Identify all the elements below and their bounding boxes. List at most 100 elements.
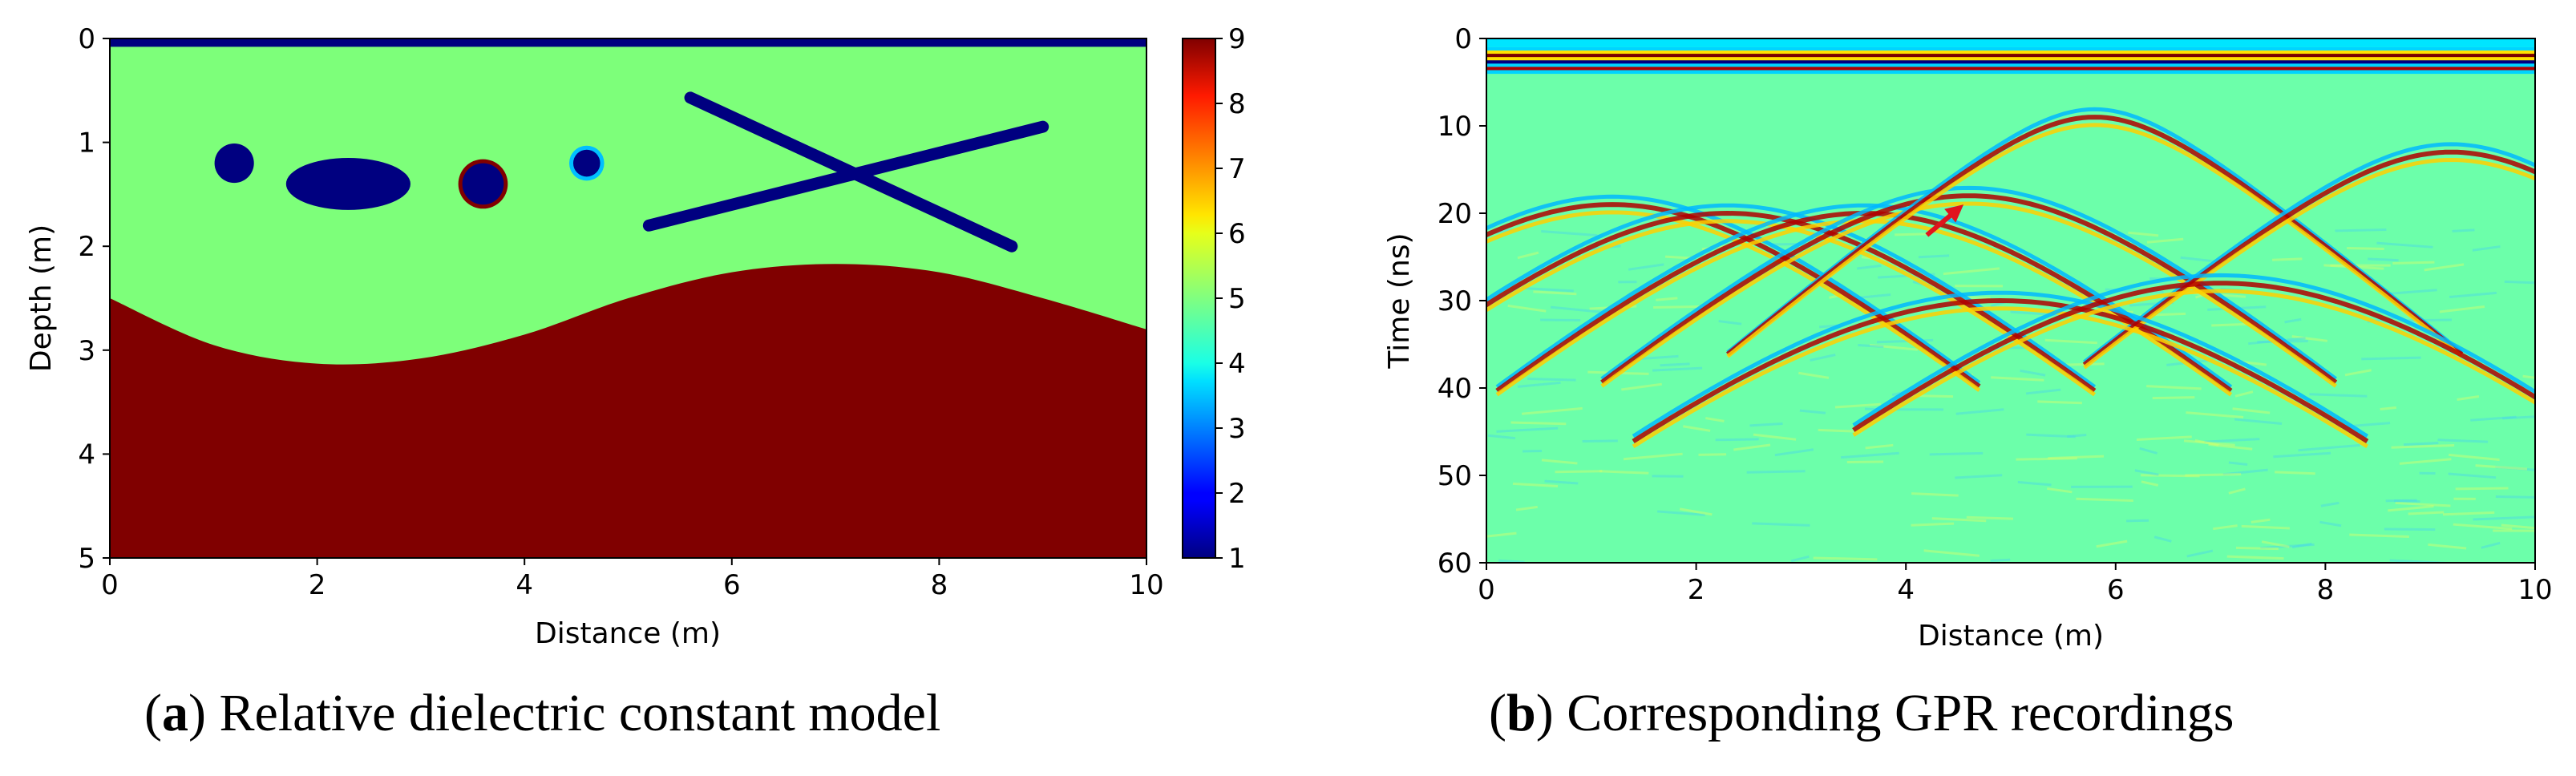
noise-streak bbox=[2320, 501, 2339, 507]
x-tick-label-a: 0 bbox=[101, 569, 119, 601]
hyperbola-7 bbox=[1852, 273, 2535, 427]
y-tick-label-a: 0 bbox=[78, 23, 95, 55]
noise-streak bbox=[2344, 369, 2372, 377]
y-tick-label-a: 1 bbox=[78, 127, 95, 160]
y-tick-label-b: 60 bbox=[1438, 548, 1472, 580]
noise-streak bbox=[2048, 455, 2105, 460]
axes-a: 0 2 4 6 8 10 0 1 2 3 4 5 bbox=[78, 23, 1163, 601]
noise-streak bbox=[2232, 407, 2271, 414]
noise-streak bbox=[1865, 443, 1894, 450]
noise-streak bbox=[2457, 394, 2480, 401]
ring-circle bbox=[462, 163, 504, 205]
noise-streak bbox=[2386, 289, 2437, 296]
noise-streak bbox=[2385, 499, 2417, 503]
noise-streak bbox=[1487, 434, 1516, 440]
noise-streak bbox=[2349, 533, 2409, 539]
noise-streak bbox=[2186, 411, 2244, 418]
noise-streak bbox=[2402, 318, 2453, 322]
noise-streak bbox=[1521, 286, 1574, 293]
hyperbola-0 bbox=[1486, 194, 1981, 385]
noise-streak bbox=[1486, 531, 1517, 538]
noise-streak bbox=[2335, 228, 2387, 232]
plot-frame-a bbox=[109, 38, 1147, 559]
noise-streak bbox=[1746, 470, 1806, 474]
noise-streak bbox=[1507, 304, 1547, 313]
noise-streak bbox=[2234, 418, 2283, 425]
noise-streak bbox=[2044, 338, 2097, 345]
circle-1 bbox=[214, 143, 254, 184]
noise-streak bbox=[2208, 443, 2253, 451]
noise-streak bbox=[1955, 408, 2004, 415]
noise-streak bbox=[1774, 448, 1814, 457]
panel-b-gpr-recordings: 0 2 4 6 8 10 0 10 20 30 40 50 60 Distance (m) Time (… bbox=[1383, 23, 2553, 653]
colorbar-tick-label: 4 bbox=[1228, 348, 1246, 380]
noise-streak bbox=[1918, 254, 1950, 259]
noise-streak bbox=[2408, 511, 2445, 515]
x-tick-label-b: 4 bbox=[1897, 574, 1915, 606]
direct-wave bbox=[1486, 38, 2535, 75]
noise-streak bbox=[2449, 291, 2497, 298]
noise-streak bbox=[1640, 354, 1679, 360]
noise-streak bbox=[1943, 267, 2000, 276]
noise-streak bbox=[2204, 438, 2260, 443]
noise-streak bbox=[1628, 263, 1664, 271]
direct-wave-top bbox=[1486, 38, 2535, 47]
noise-streak bbox=[2228, 487, 2246, 495]
noise-streak bbox=[2272, 257, 2303, 261]
noise-streak bbox=[1955, 474, 2003, 479]
noise-streak bbox=[2226, 555, 2284, 560]
hyperbola-1 bbox=[1486, 210, 2097, 393]
noise-streak bbox=[1991, 376, 2044, 382]
noise-streak bbox=[2025, 388, 2061, 395]
colorbar-tick-label: 7 bbox=[1228, 153, 1246, 185]
hyperbola-0 bbox=[1486, 210, 1981, 392]
y-tick-label-b: 40 bbox=[1438, 373, 1472, 405]
noise-streak bbox=[1623, 452, 1683, 461]
caption-a: (a) Relative dielectric constant model bbox=[144, 684, 941, 742]
noise-streak bbox=[2428, 543, 2467, 550]
y-tick-label-b: 30 bbox=[1438, 285, 1472, 317]
noise-streak bbox=[2234, 390, 2254, 398]
hyperbola-6 bbox=[1632, 290, 2369, 439]
noise-streak bbox=[1840, 451, 1899, 459]
noise-streak bbox=[1517, 381, 1561, 388]
colorbar-tick-label: 5 bbox=[1228, 283, 1246, 315]
noise-streak bbox=[2424, 263, 2465, 272]
hyperbola-6 bbox=[1632, 297, 2369, 444]
noise-streak bbox=[2481, 541, 2501, 549]
noise-streak bbox=[1911, 492, 1959, 497]
noise-streak bbox=[1929, 451, 1984, 456]
noise-streak bbox=[2261, 540, 2290, 548]
noise-streak bbox=[1718, 320, 1742, 325]
noise-streak bbox=[1599, 470, 1649, 475]
noise-streak bbox=[2213, 524, 2238, 531]
noise-streak bbox=[1869, 343, 1919, 351]
x-tick-label-a: 4 bbox=[516, 569, 533, 601]
noise-streak bbox=[2146, 237, 2184, 244]
noise-streak bbox=[2186, 549, 2214, 558]
noise-streak bbox=[1621, 382, 1662, 391]
noise-streak bbox=[2096, 540, 2128, 548]
noise-streak bbox=[1857, 264, 1882, 270]
hyperbola-5 bbox=[2083, 142, 2535, 364]
hyperbola-6 bbox=[1632, 306, 2369, 449]
noise-streak bbox=[1496, 426, 1559, 433]
caption-b-text: Corresponding GPR recordings bbox=[1567, 684, 2234, 742]
noise-streak bbox=[1752, 522, 1810, 527]
noise-streak bbox=[2047, 487, 2073, 494]
caption-a-text: Relative dielectric constant model bbox=[219, 684, 941, 742]
colorbar-tick-label: 3 bbox=[1228, 413, 1246, 445]
noise-streak bbox=[2128, 231, 2159, 237]
hyperbola-3 bbox=[1600, 193, 2338, 385]
caption-a-label: a bbox=[161, 684, 188, 742]
y-tick-label-b: 20 bbox=[1438, 198, 1472, 230]
noise-streak bbox=[2437, 439, 2489, 443]
noise-streak bbox=[1515, 505, 1538, 511]
x-tick-label-b: 8 bbox=[2317, 574, 2335, 606]
colorbar-tick-label: 1 bbox=[1228, 543, 1246, 575]
direct-wave-band bbox=[1486, 70, 2535, 75]
noise-streak bbox=[2136, 435, 2192, 442]
x-axis-label-a: Distance (m) bbox=[535, 617, 721, 650]
noise-streak bbox=[1790, 555, 1810, 563]
crack-2 bbox=[642, 120, 1049, 232]
